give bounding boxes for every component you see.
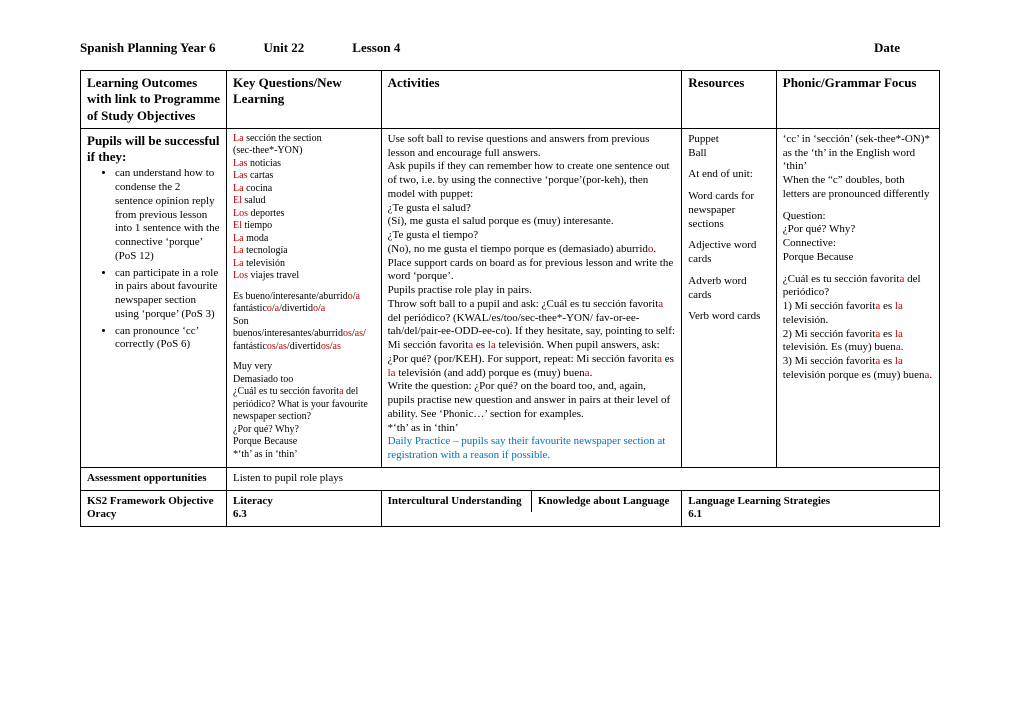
page-header: Spanish Planning Year 6 Unit 22 Lesson 4… [80, 40, 940, 56]
cell-phonic-grammar: ‘cc’ in ‘sección’ (sek-thee*-ON)* as the… [776, 128, 939, 467]
cell-learning-outcomes: Pupils will be successful if they: can u… [81, 128, 227, 467]
framework-row: KS2 Framework Objective Oracy Literacy 6… [81, 490, 940, 527]
col-header-key: Key Questions/New Learning [227, 71, 382, 129]
col-header-pho: Phonic/Grammar Focus [776, 71, 939, 129]
framework-cell: Language Learning Strategies 6.1 [682, 490, 940, 527]
assessment-value: Listen to pupil role plays [227, 467, 940, 490]
lo-bullet: can participate in a role in pairs about… [115, 267, 220, 322]
lesson: Lesson 4 [352, 40, 400, 56]
date-label: Date [874, 40, 900, 56]
cell-key-questions: La sección the section (sec-thee*-YON) L… [227, 128, 382, 467]
lo-bullet: can pronounce ‘cc’ correctly (PoS 6) [115, 325, 220, 353]
framework-cell: Literacy 6.3 [227, 490, 382, 527]
col-header-res: Resources [682, 71, 776, 129]
framework-cell: KS2 Framework Objective Oracy [81, 490, 227, 527]
title: Spanish Planning Year 6 [80, 40, 215, 56]
assessment-label: Assessment opportunities [81, 467, 227, 490]
col-header-lo: Learning Outcomes with link to Programme… [81, 71, 227, 129]
planning-table: Learning Outcomes with link to Programme… [80, 70, 940, 527]
cell-resources: Puppet Ball At end of unit: Word cards f… [682, 128, 776, 467]
assessment-row: Assessment opportunities Listen to pupil… [81, 467, 940, 490]
table-content-row: Pupils will be successful if they: can u… [81, 128, 940, 467]
table-header-row: Learning Outcomes with link to Programme… [81, 71, 940, 129]
lo-lead: Pupils will be successful if they: [87, 133, 220, 166]
col-header-act: Activities [381, 71, 682, 129]
lo-bullet: can understand how to condense the 2 sen… [115, 167, 220, 263]
framework-cell: Intercultural Understanding Knowledge ab… [381, 490, 682, 527]
unit: Unit 22 [263, 40, 304, 56]
cell-activities: Use soft ball to revise questions and an… [381, 128, 682, 467]
